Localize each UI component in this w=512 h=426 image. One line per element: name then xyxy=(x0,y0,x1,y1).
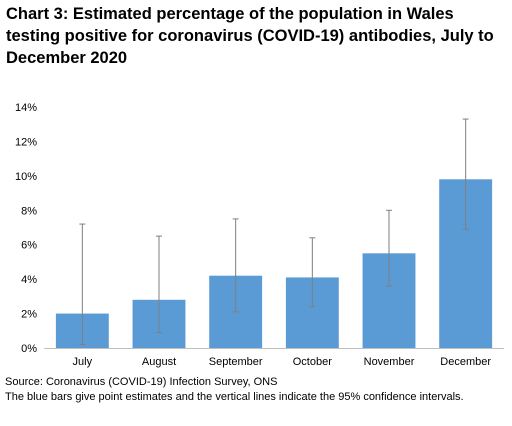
y-tick-label: 4% xyxy=(21,274,37,286)
y-tick-label: 0% xyxy=(21,343,37,355)
y-tick-label: 14% xyxy=(15,102,37,114)
x-tick-label: August xyxy=(142,356,176,368)
chart-title: Chart 3: Estimated percentage of the pop… xyxy=(6,5,494,67)
source-note: Source: Coronavirus (COVID-19) Infection… xyxy=(5,376,278,388)
x-tick-label: December xyxy=(440,356,491,368)
x-tick-label: November xyxy=(364,356,415,368)
x-axis: July August September October November Decemb… xyxy=(73,356,492,368)
error-bars xyxy=(79,118,469,346)
y-tick-label: 2% xyxy=(21,309,37,321)
x-tick-label: October xyxy=(293,356,332,368)
y-tick-label: 6% xyxy=(21,240,37,252)
y-tick-label: 8% xyxy=(21,205,37,217)
y-tick-label: 12% xyxy=(15,136,37,148)
y-tick-label: 10% xyxy=(15,171,37,183)
y-axis: 0% 2% 4% 6% 8% 10% 12% 14% xyxy=(15,102,37,355)
footnote: The blue bars give point estimates and t… xyxy=(5,391,464,403)
bars xyxy=(55,179,493,348)
x-tick-label: September xyxy=(209,356,263,368)
x-tick-label: July xyxy=(73,356,93,368)
